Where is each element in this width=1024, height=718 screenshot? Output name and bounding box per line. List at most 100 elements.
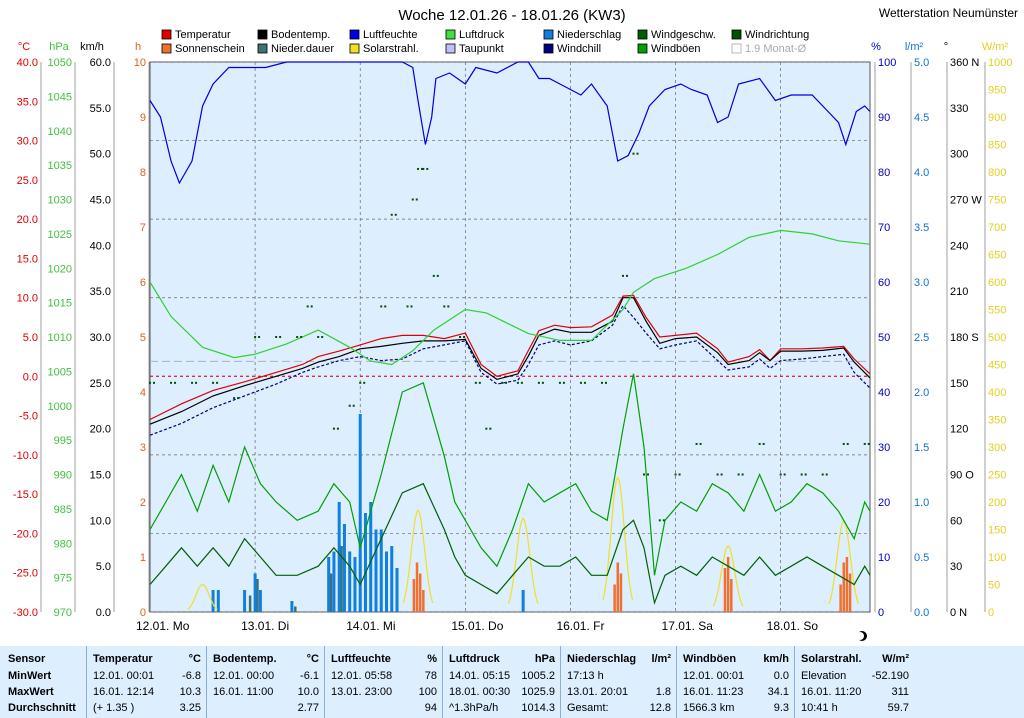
legend-label: Nieder.dauer (271, 43, 334, 55)
wind-direction-dot (384, 305, 387, 308)
row-label-sensor: Sensor (8, 653, 46, 665)
wind-direction-dot (783, 473, 786, 476)
tick-label-hours: 3 (140, 442, 146, 454)
wind-direction-dot (558, 381, 561, 384)
stats-column: Luftfeuchte% 12.01. 05:58 78 13.01. 23:00 10… (324, 646, 443, 718)
wind-direction-dot (583, 381, 586, 384)
tick-label-pressure: 995 (54, 435, 72, 447)
tick-label-solar: 250 (988, 470, 1006, 482)
tick-label-wind: 20.0 (90, 424, 111, 436)
wind-direction-dot (306, 305, 309, 308)
wind-direction-dot (254, 336, 257, 338)
wind-direction-dot (505, 381, 508, 384)
tick-label-temperature: -25.0 (13, 568, 38, 580)
legend-label: Temperatur (175, 29, 231, 41)
precip-duration-bar (294, 606, 297, 612)
sunshine-bar (418, 573, 422, 612)
precipitation-bar (253, 573, 257, 612)
legend-swatch (257, 29, 268, 40)
wind-direction-dot (279, 336, 282, 338)
sunshine-bar (730, 579, 733, 612)
x-label: 17.01. Sa (662, 619, 714, 633)
tick-label-precip: 1.5 (914, 442, 929, 454)
stats-cell-label: 12.01. 00:01 (683, 670, 745, 682)
sunshine-bar (415, 562, 419, 612)
tick-label-temperature: -10.0 (13, 450, 38, 462)
tick-label-temperature: 10.0 (17, 293, 38, 305)
tick-label-pressure: 1035 (48, 160, 72, 172)
wind-direction-dot (436, 274, 439, 277)
axis-unit-hours: h (135, 41, 141, 53)
precipitation-bar (348, 551, 352, 612)
tick-label-temperature: -15.0 (13, 489, 38, 501)
tick-label-solar: 450 (988, 360, 1006, 372)
tick-label-humidity: 90 (878, 112, 890, 124)
precipitation-bar (374, 529, 378, 612)
tick-label-humidity: 60 (878, 277, 890, 289)
solar-curve (712, 545, 744, 607)
stats-cell-value: 12.8 (649, 702, 671, 714)
precipitation-bar (521, 590, 525, 612)
stats-cell-label: 12.01. 05:58 (331, 670, 393, 682)
solar-curve (187, 583, 218, 611)
tick-label-temperature: -30.0 (13, 607, 38, 619)
legend-item: Solarstrahl. (349, 43, 419, 55)
wind-direction-dot (380, 305, 383, 308)
precip-duration-bar (248, 595, 252, 612)
stats-cell-value: 100 (418, 686, 437, 698)
tick-label-direction: 180 S (950, 332, 979, 344)
wind-direction-dot (258, 336, 261, 338)
precipitation-bar (390, 546, 394, 612)
tick-label-humidity: 100 (878, 57, 896, 69)
legend-swatch (637, 43, 648, 54)
wind-direction-dot (800, 473, 803, 476)
tick-label-solar: 700 (988, 222, 1006, 234)
precipitation-bar (337, 502, 341, 612)
tick-label-hours: 7 (140, 222, 146, 234)
tick-label-wind: 5.0 (96, 561, 111, 573)
tick-label-pressure: 1040 (48, 126, 72, 138)
stats-cell-label: 13.01. 20:01 (567, 686, 629, 698)
wind-direction-dot (149, 381, 151, 384)
wind-direction-dot (410, 305, 413, 308)
legend-swatch (161, 29, 172, 40)
solar-curve (602, 475, 634, 601)
wind-direction-dot (741, 473, 744, 476)
stats-column-title: Solarstrahl. (801, 653, 862, 665)
tick-label-wind: 45.0 (90, 195, 111, 207)
wind-direction-dot (489, 427, 492, 430)
stats-cell-value: 1014.3 (521, 702, 555, 714)
wind-direction-dot (699, 442, 702, 445)
wind-direction-dot (447, 305, 450, 308)
stats-cell-value: 59.7 (887, 702, 909, 714)
wind-direction-dot (562, 381, 565, 384)
series-lines (149, 61, 871, 611)
wind-direction-dot (275, 336, 278, 338)
stats-column: Windböen km/h 12.01. 00:01 0.0 16.01. 11:23 3… (676, 646, 795, 718)
tick-label-hours: 2 (140, 497, 146, 509)
tick-label-humidity: 70 (878, 222, 890, 234)
sunshine-bar (613, 584, 616, 612)
stats-cell-value: 10.0 (297, 686, 319, 698)
tick-label-direction: 60 (950, 515, 962, 527)
wind-direction-dot (474, 381, 477, 384)
tick-label-direction: 0 N (950, 607, 967, 619)
legend-item: Windböen (637, 43, 701, 55)
legend-label: Luftdruck (459, 29, 505, 41)
series-line-temperatur (149, 294, 871, 421)
tick-label-humidity: 40 (878, 387, 890, 399)
tick-label-direction: 30 (950, 561, 962, 573)
wind-direction-dot (390, 213, 393, 216)
sunshine-bar (726, 557, 730, 612)
tick-label-wind: 10.0 (90, 515, 111, 527)
series-line-luftdruck (149, 229, 871, 366)
legend-label: Solarstrahl. (363, 43, 419, 55)
stats-cell-value: 1005.2 (521, 670, 555, 682)
stats-cell-label: 16.01. 12:14 (93, 686, 155, 698)
wind-direction-dot (621, 274, 624, 277)
precipitation-bar (342, 524, 346, 612)
wind-direction-dot (321, 336, 324, 338)
legend-item: Luftdruck (445, 29, 505, 41)
stats-column-title: Bodentemp. (213, 653, 277, 665)
tick-label-solar: 600 (988, 277, 1006, 289)
